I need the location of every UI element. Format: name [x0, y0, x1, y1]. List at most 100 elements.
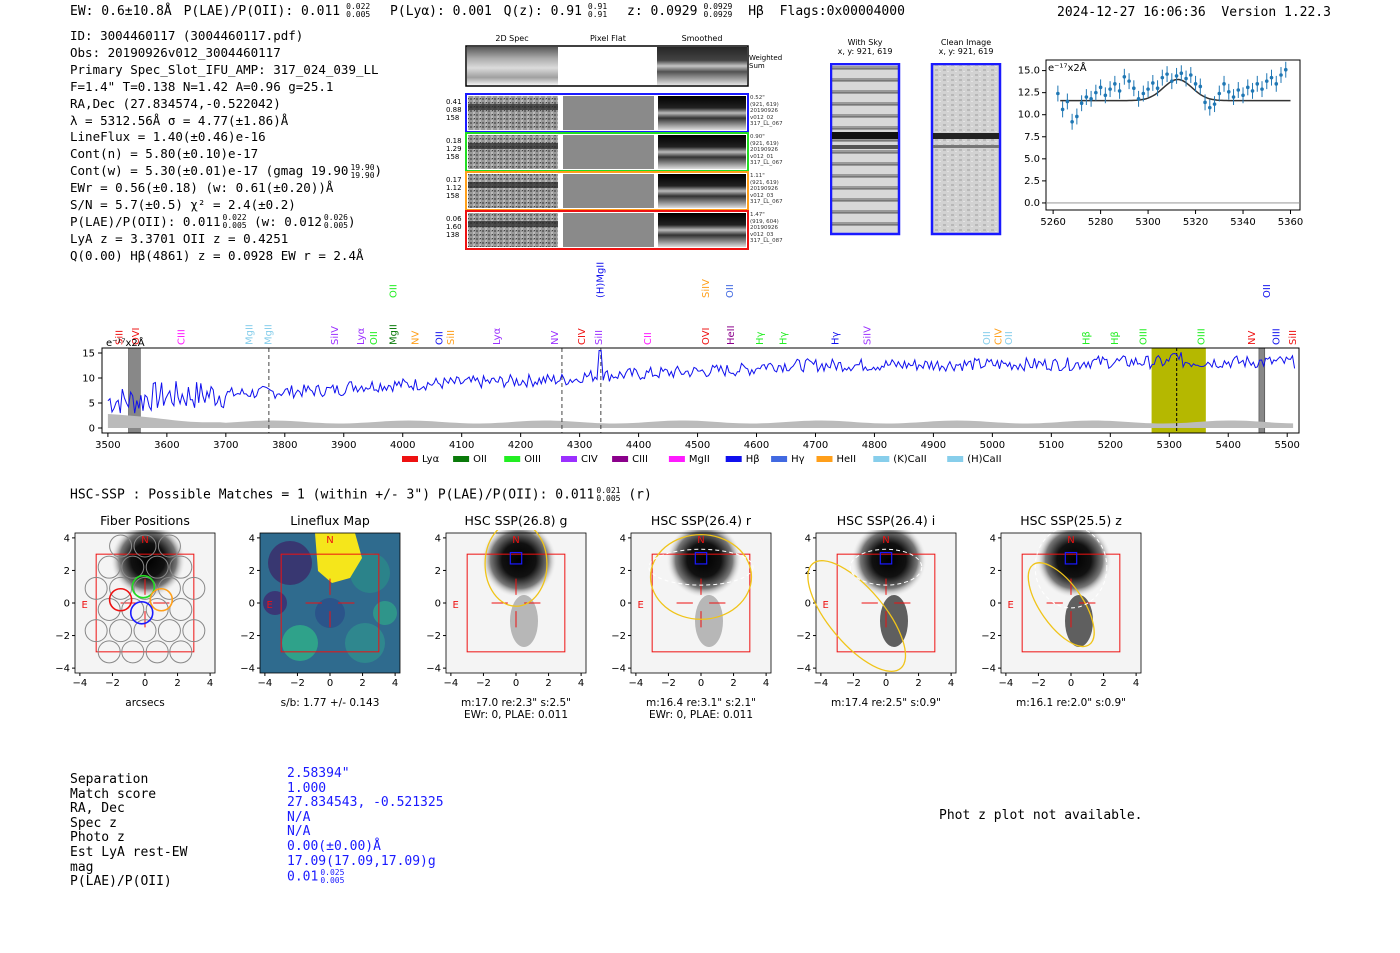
stamp-right-value: 317_LL_067 [750, 121, 783, 128]
cutout-ytick-label: −4 [55, 664, 70, 675]
info-line: LyA z = 3.3701 OII z = 0.4251 [70, 230, 289, 246]
stamp-right-value: 317_LL_067 [750, 160, 783, 167]
zoom-xtick-label: 5300 [1135, 217, 1160, 228]
timestamp-version: 2024-12-27 16:06:36 Version 1.22.3 [1057, 5, 1331, 20]
cutout-ytick-label: 4 [620, 533, 626, 544]
line-label: Hγ [779, 331, 790, 345]
zoom-spectrum-chart: e⁻¹⁷x2Å 5260 5280 5300 5320 5340 5360 0.0 2.5 5.… [1018, 59, 1303, 228]
fiber-circle [133, 619, 157, 643]
timestamp: 2024-12-27 16:06:36 [1057, 5, 1206, 20]
qz-lo: 0.91 [587, 10, 608, 19]
stamp-left-value: 0.18 [446, 137, 462, 145]
cutout-ytick-label: 0 [64, 599, 70, 610]
line-label: MgII [263, 324, 274, 345]
cutout-ytick-label: −2 [796, 631, 811, 642]
spectrum-xtick-label: 4000 [390, 440, 415, 451]
line-label-high: OII [1262, 284, 1273, 298]
ew-value: EW: 0.6±10.8Å [70, 3, 172, 19]
clean-xy: x, y: 921, 619 [938, 47, 994, 56]
stamp-right-value: v012_03 [750, 231, 774, 238]
col-title-2dspec: 2D Spec [495, 34, 529, 43]
qz-value: Q(z): 0.91 0.91 0.91 [504, 3, 616, 19]
cutout-xtick-label: 2 [915, 678, 921, 689]
summary-plae-hi: 0.025 [320, 868, 345, 878]
cutout-xtick-label: 4 [1133, 678, 1139, 689]
stamp-smoothed [658, 96, 746, 130]
stamp-left-value: 0.17 [446, 176, 462, 184]
matched-fiber [129, 600, 154, 625]
plya-value: P(Lyα): 0.001 [390, 3, 492, 19]
fiber-circle [121, 640, 145, 664]
stamp-right-value: 0.52" [750, 95, 765, 101]
info-line: RA,Dec (27.834574,-0.522042) [70, 95, 281, 111]
with-sky-xy: x, y: 921, 619 [837, 47, 893, 56]
cutout-xtick-label: 2 [730, 678, 736, 689]
cutout-xtick-label: 0 [513, 678, 519, 689]
cutout-xtick-label: −4 [814, 678, 829, 689]
cutout-xtick-label: −2 [105, 678, 120, 689]
stamp-left-value: 1.12 [446, 184, 462, 192]
cutout-caption-block: m:17.4 re:2.5" s:0.9" [796, 697, 976, 709]
cutout-ytick-label: −4 [611, 664, 626, 675]
noise-area [107, 414, 1294, 428]
clean-title-text: Clean Image [940, 38, 992, 47]
line-label: MgII [244, 324, 255, 345]
zoom-xtick-label: 5280 [1088, 217, 1113, 228]
info-line: Primary Spec_Slot_IFU_AMP: 317_024_039_L… [70, 61, 379, 77]
cutout-panel: −4 −2 0 2 4 4 2 0 −2 −4 N E [981, 530, 1142, 689]
line-label: NV [550, 331, 561, 345]
zoom-frame [1045, 59, 1301, 211]
photz-note: Phot z plot not available. [939, 808, 1143, 823]
spectrum-frame [101, 347, 1300, 434]
zoom-ytick-label: 10.0 [1018, 110, 1040, 121]
legend-swatch [668, 456, 685, 462]
cutout-panel: −4 −2 0 2 4 4 2 0 −2 −4 N E [55, 530, 216, 689]
clean-image [930, 63, 1002, 236]
stamp-row-left-label: 0.18 1.29 158 [446, 137, 462, 161]
matched-fiber [131, 574, 156, 599]
summary-value: N/A [287, 824, 311, 840]
zoom-point [1245, 85, 1250, 90]
zoom-point [1212, 102, 1217, 106]
zoom-ytick-label: 7.5 [1024, 132, 1040, 143]
legend-swatch [612, 456, 629, 462]
zoom-xtick-label: 5260 [1040, 217, 1065, 228]
north-label: N [882, 535, 889, 546]
legend-swatch [725, 456, 742, 462]
spectrum-xtick-label: 5100 [1039, 440, 1064, 451]
spectrum-xtick-label: 4400 [626, 440, 651, 451]
stamp-right-value: 20190926 [750, 108, 778, 115]
plae2-w: (w: 0.012 [254, 213, 322, 229]
fiber-circle [84, 619, 108, 643]
summary-value: 1.000 [287, 780, 327, 796]
line-label: SiII [594, 330, 605, 345]
spectrum-xtick-label: 3500 [95, 440, 120, 451]
hsc-title-band: (r) [628, 487, 652, 503]
zoom-point [1174, 74, 1179, 78]
stamp-right-value: (919, 604) [750, 218, 779, 225]
cutout-ytick-label: 4 [805, 533, 811, 544]
sky-images [830, 63, 1002, 236]
stamp-right-value: (921, 619) [750, 179, 779, 186]
cutout-ytick-label: 0 [990, 599, 996, 610]
stamp-row-right-label: 1.47" (919, 604) 20190926 v012_03 317_LL_087 [750, 212, 783, 245]
line-label: CIV [577, 328, 588, 345]
plae-label: P(LAE)/P(OII): 0.011 [183, 3, 341, 19]
cutout-caption: m:17.4 re:2.5" s:0.9" [831, 697, 941, 709]
counterpart-box [509, 551, 523, 565]
cutout-ytick-label: −4 [796, 664, 811, 675]
spectrum-ytick-label: 5 [89, 399, 95, 410]
fiber-circle [182, 576, 206, 600]
aperture-ellipse [807, 560, 907, 672]
zoom-point [1108, 87, 1112, 91]
stamp-pixelflat [563, 213, 654, 247]
cutout-xtick-label: 0 [327, 678, 333, 689]
stamp-smoothed [658, 174, 746, 208]
cutout-ytick-label: 0 [805, 599, 811, 610]
col-title-pixelflat: Pixel Flat [590, 34, 626, 43]
zoom-point [1236, 88, 1241, 92]
spectrum-xtick-label: 5000 [980, 440, 1005, 451]
zoom-point [1151, 81, 1155, 85]
summary-label: Photo z [70, 830, 125, 846]
zoom-point [1222, 82, 1226, 86]
